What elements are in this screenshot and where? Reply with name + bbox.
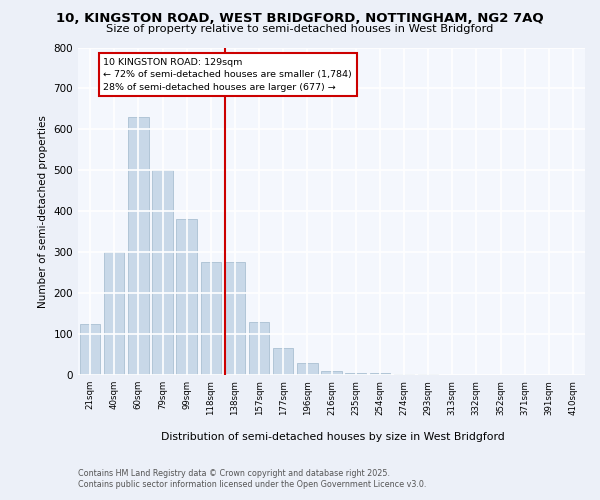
Bar	[249, 322, 269, 375]
Text: Distribution of semi-detached houses by size in West Bridgford: Distribution of semi-detached houses by …	[161, 432, 505, 442]
Bar	[152, 170, 173, 375]
Text: 10 KINGSTON ROAD: 129sqm
← 72% of semi-detached houses are smaller (1,784)
28% o: 10 KINGSTON ROAD: 129sqm ← 72% of semi-d…	[103, 58, 352, 92]
Bar	[346, 373, 366, 375]
Bar	[321, 371, 342, 375]
Bar	[200, 262, 221, 375]
Text: 10, KINGSTON ROAD, WEST BRIDGFORD, NOTTINGHAM, NG2 7AQ: 10, KINGSTON ROAD, WEST BRIDGFORD, NOTTI…	[56, 12, 544, 26]
Bar	[418, 374, 439, 375]
Text: Contains public sector information licensed under the Open Government Licence v3: Contains public sector information licen…	[78, 480, 427, 489]
Bar	[370, 373, 390, 375]
Bar	[224, 262, 245, 375]
Text: Size of property relative to semi-detached houses in West Bridgford: Size of property relative to semi-detach…	[106, 24, 494, 34]
Bar	[80, 324, 100, 375]
Text: Contains HM Land Registry data © Crown copyright and database right 2025.: Contains HM Land Registry data © Crown c…	[78, 468, 390, 477]
Bar	[128, 117, 149, 375]
Bar	[297, 362, 317, 375]
Bar	[394, 374, 414, 375]
Bar	[176, 220, 197, 375]
Y-axis label: Number of semi-detached properties: Number of semi-detached properties	[38, 115, 48, 308]
Bar	[104, 252, 124, 375]
Bar	[273, 348, 293, 375]
